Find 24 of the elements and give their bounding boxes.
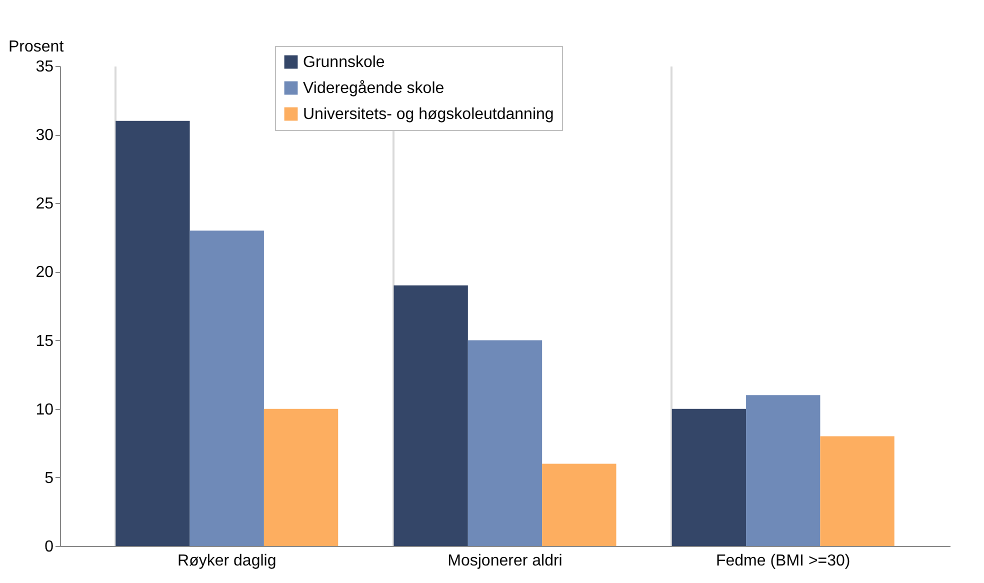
bar (190, 230, 264, 546)
bar (116, 120, 190, 546)
bar (394, 285, 468, 546)
y-tick-label: 15 (36, 332, 54, 350)
y-tick-label: 10 (36, 401, 54, 418)
bar (468, 340, 542, 546)
y-tick-label: 30 (36, 127, 54, 144)
y-tick-label: 5 (44, 470, 54, 487)
bar (542, 464, 616, 546)
x-tick-label: Fedme (BMI >=30) (716, 552, 850, 570)
y-axis-title: Prosent (8, 38, 64, 56)
legend-label: Grunnskole (303, 54, 385, 71)
legend-label: Videregående skole (303, 80, 444, 97)
x-tick-label: Røyker daglig (178, 552, 276, 570)
legend-label: Universitets- og høgskoleutdanning (303, 106, 554, 123)
x-tick-label: Mosjonerer aldri (448, 552, 562, 570)
bar (820, 436, 894, 546)
y-tick-label: 0 (44, 538, 54, 556)
y-tick-label: 20 (36, 264, 54, 282)
y-tick-label: 35 (36, 58, 54, 76)
bar (264, 408, 338, 546)
bar (672, 408, 746, 546)
y-tick-label: 25 (36, 196, 54, 213)
bar (746, 395, 820, 546)
